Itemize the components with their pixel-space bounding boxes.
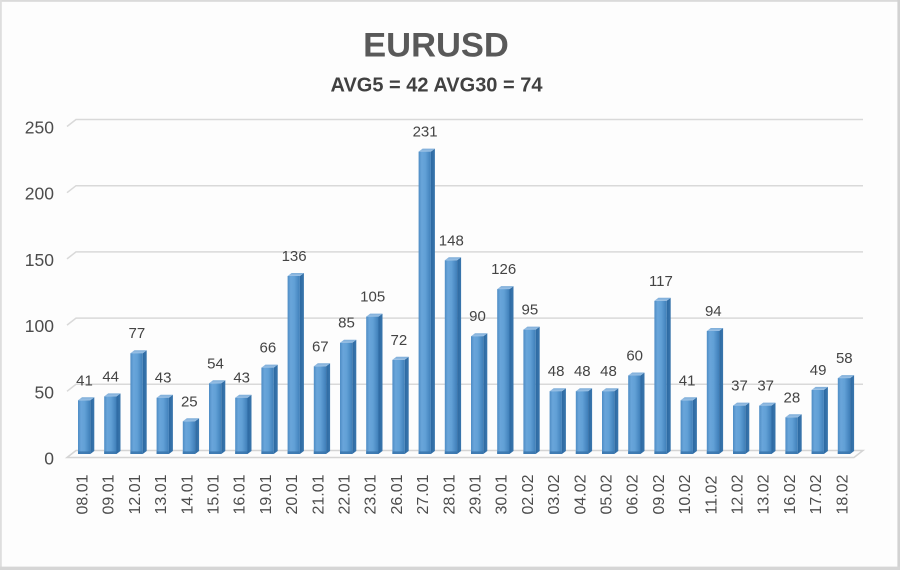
svg-text:90: 90 [469, 308, 486, 325]
svg-text:37: 37 [731, 378, 748, 395]
svg-text:26.01: 26.01 [389, 474, 406, 514]
svg-text:14.01: 14.01 [179, 474, 196, 514]
svg-text:06.02: 06.02 [625, 474, 642, 514]
svg-text:15.01: 15.01 [206, 474, 223, 514]
svg-text:16.01: 16.01 [232, 474, 249, 514]
svg-text:95: 95 [522, 302, 539, 319]
svg-text:231: 231 [413, 124, 438, 141]
svg-text:136: 136 [282, 248, 307, 265]
svg-text:28: 28 [784, 389, 801, 406]
svg-text:AVG5 = 42 AVG30 = 74: AVG5 = 42 AVG30 = 74 [331, 75, 544, 97]
svg-text:18.02: 18.02 [834, 474, 851, 514]
svg-text:08.01: 08.01 [75, 474, 92, 514]
svg-text:200: 200 [25, 184, 54, 204]
svg-text:48: 48 [548, 363, 565, 380]
svg-text:16.02: 16.02 [782, 474, 799, 514]
svg-text:29.01: 29.01 [468, 474, 485, 514]
svg-text:48: 48 [574, 363, 591, 380]
svg-text:02.02: 02.02 [520, 474, 537, 514]
svg-text:60: 60 [626, 348, 643, 365]
svg-text:43: 43 [155, 370, 172, 387]
svg-text:44: 44 [102, 368, 119, 385]
svg-text:58: 58 [836, 350, 853, 367]
svg-text:13.02: 13.02 [756, 474, 773, 514]
svg-text:05.02: 05.02 [599, 474, 616, 514]
svg-text:0: 0 [44, 449, 54, 469]
svg-text:66: 66 [260, 340, 277, 357]
svg-text:25: 25 [181, 393, 198, 410]
svg-text:12.01: 12.01 [127, 474, 144, 514]
svg-text:148: 148 [439, 232, 464, 249]
svg-text:37: 37 [757, 378, 774, 395]
svg-text:41: 41 [679, 372, 696, 389]
svg-text:10.02: 10.02 [677, 474, 694, 514]
svg-text:09.01: 09.01 [101, 474, 118, 514]
svg-text:49: 49 [810, 362, 827, 379]
svg-text:27.01: 27.01 [415, 474, 432, 514]
svg-text:13.01: 13.01 [153, 474, 170, 514]
svg-text:126: 126 [491, 261, 516, 278]
svg-text:11.02: 11.02 [703, 476, 720, 515]
svg-text:04.02: 04.02 [572, 474, 589, 514]
svg-text:23.01: 23.01 [363, 474, 380, 514]
svg-text:17.02: 17.02 [808, 474, 825, 514]
svg-text:EURUSD: EURUSD [363, 27, 509, 65]
svg-text:30.01: 30.01 [494, 474, 511, 514]
svg-text:150: 150 [25, 250, 54, 270]
svg-text:72: 72 [391, 332, 408, 349]
svg-text:20.01: 20.01 [284, 474, 301, 514]
svg-text:77: 77 [129, 325, 146, 342]
svg-text:250: 250 [25, 118, 54, 138]
svg-text:94: 94 [705, 303, 722, 320]
svg-text:67: 67 [312, 338, 329, 355]
svg-text:22.01: 22.01 [337, 474, 354, 514]
svg-text:09.02: 09.02 [651, 474, 668, 514]
svg-text:19.01: 19.01 [258, 474, 275, 514]
svg-text:100: 100 [25, 316, 54, 336]
svg-text:50: 50 [35, 382, 55, 402]
svg-text:48: 48 [600, 363, 617, 380]
svg-text:105: 105 [360, 289, 385, 306]
svg-text:21.01: 21.01 [310, 474, 327, 514]
svg-text:117: 117 [649, 273, 673, 290]
svg-text:12.02: 12.02 [730, 474, 747, 514]
svg-text:85: 85 [338, 315, 355, 332]
svg-text:43: 43 [233, 370, 250, 387]
svg-text:54: 54 [207, 355, 224, 372]
svg-text:28.01: 28.01 [441, 474, 458, 514]
svg-text:03.02: 03.02 [546, 474, 563, 514]
svg-text:41: 41 [76, 372, 93, 389]
